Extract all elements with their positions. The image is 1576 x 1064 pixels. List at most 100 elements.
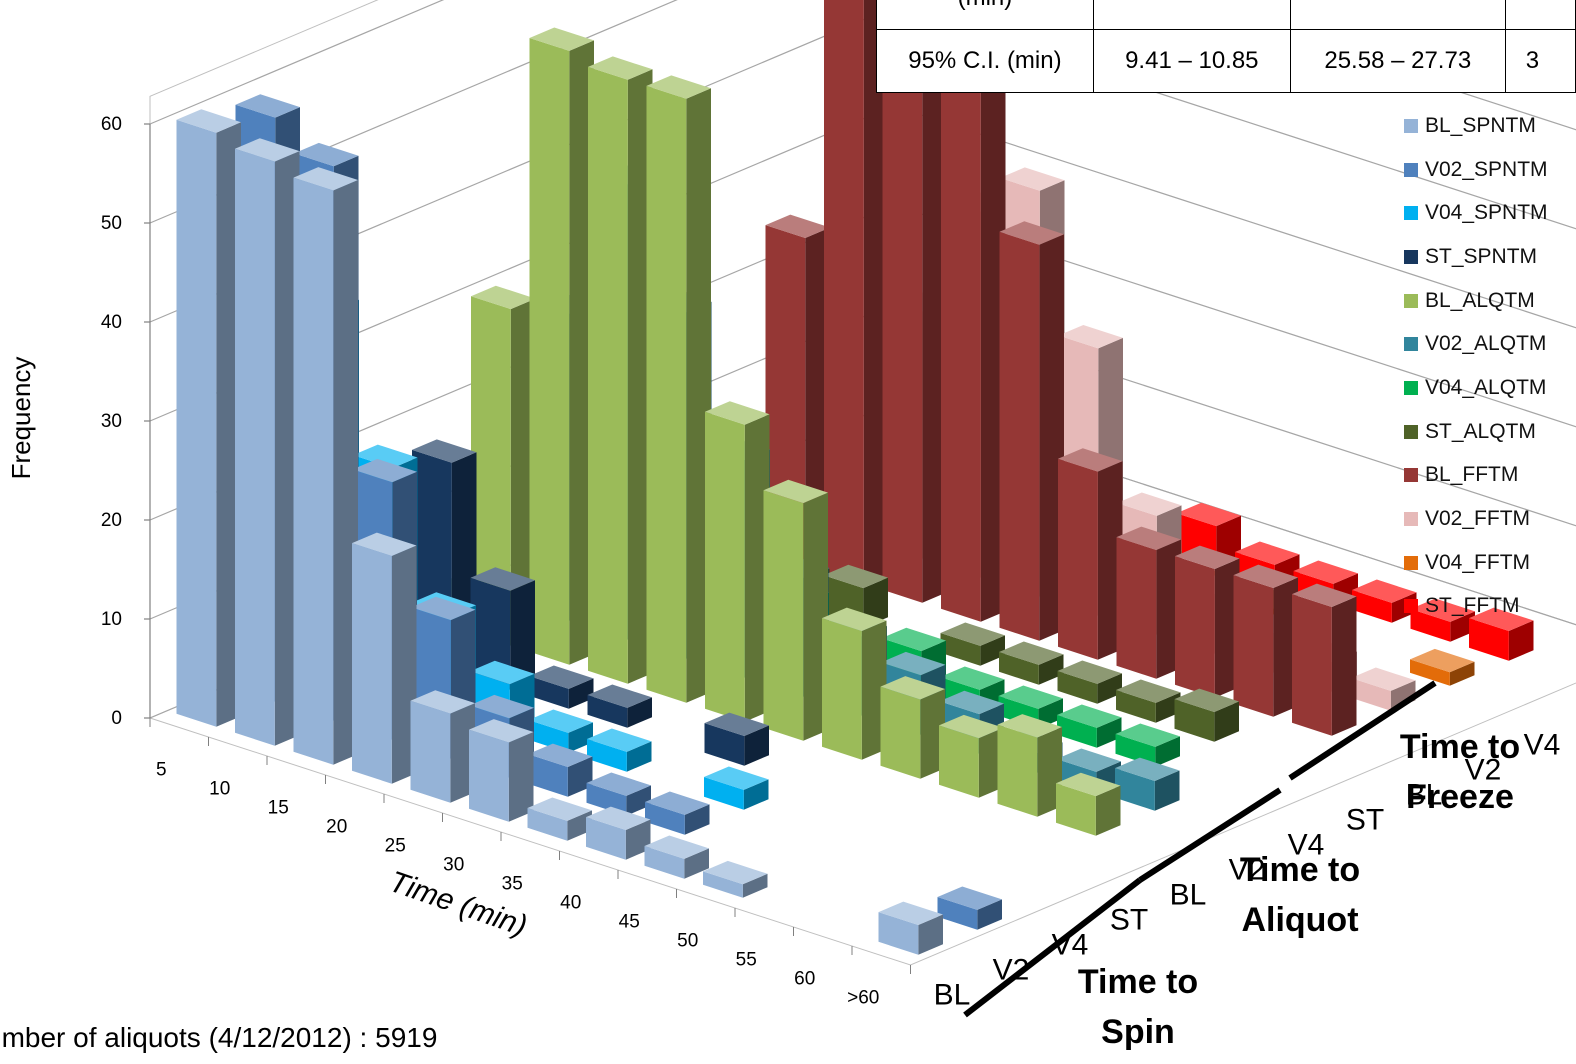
group-label-spin: Time to Spin bbox=[1077, 963, 1199, 1051]
bar-top bbox=[763, 479, 828, 504]
bar-V02_SPNTM-30 bbox=[528, 743, 593, 797]
bar-V02_FFTM-60 bbox=[1351, 667, 1416, 711]
bar-top bbox=[352, 532, 417, 556]
bar-top bbox=[704, 712, 769, 736]
x-tick-label: 30 bbox=[443, 855, 464, 876]
bar-top bbox=[705, 401, 770, 425]
bar-front bbox=[765, 225, 806, 565]
bar-front bbox=[703, 871, 743, 898]
depth-tick-label: ST bbox=[1110, 904, 1148, 937]
x-tick-label: 35 bbox=[502, 874, 523, 895]
bar-side bbox=[274, 151, 300, 746]
bar-side bbox=[1038, 654, 1064, 685]
legend-item: V04_ALQTM bbox=[1404, 366, 1576, 410]
legend-item: V04_SPNTM bbox=[1404, 191, 1576, 235]
y-tick-label: 10 bbox=[101, 609, 122, 630]
bar-BL_ALQTM-20 bbox=[588, 56, 653, 684]
bar-side bbox=[333, 180, 358, 765]
bar-top bbox=[470, 660, 535, 685]
x-tick-label: 60 bbox=[794, 969, 815, 990]
bar-top bbox=[937, 886, 1002, 910]
bar-front bbox=[471, 296, 511, 646]
bar-ST_ALQTM-45 bbox=[1057, 660, 1122, 704]
bar-top bbox=[765, 214, 830, 238]
bar-top bbox=[822, 607, 887, 631]
bar-side bbox=[1096, 717, 1122, 748]
stats-cell: (min) bbox=[876, 0, 1094, 30]
bar-top bbox=[646, 75, 711, 99]
depth-tick-label: V4 bbox=[1524, 729, 1561, 762]
bar-ST_ALQTM-50 bbox=[1116, 679, 1181, 723]
legend-item: V02_FFTM bbox=[1404, 497, 1576, 541]
legend-swatch bbox=[1404, 555, 1418, 570]
bar-front bbox=[880, 686, 921, 779]
bar-front bbox=[587, 739, 627, 772]
depth-tick-label: BL bbox=[934, 979, 971, 1012]
bar-top bbox=[1174, 688, 1239, 712]
bar-top bbox=[823, 564, 888, 589]
bar-BL_FFTM-55 bbox=[1233, 564, 1298, 717]
x-tick-label: 20 bbox=[326, 817, 347, 838]
bar-top bbox=[881, 651, 946, 676]
bar-side bbox=[508, 732, 534, 822]
y-tick-label: 30 bbox=[101, 411, 122, 432]
bar-top bbox=[1056, 748, 1121, 772]
bar-side bbox=[510, 580, 535, 690]
bar-side bbox=[1155, 692, 1181, 723]
bar-top bbox=[1115, 723, 1180, 747]
bar-top bbox=[940, 622, 1005, 646]
bar-top bbox=[411, 596, 476, 621]
bar-top bbox=[1057, 704, 1122, 728]
depth-tick-label: V2 bbox=[1465, 754, 1502, 787]
bar-front bbox=[704, 777, 744, 810]
bar-top bbox=[1058, 448, 1123, 472]
bar-side bbox=[1039, 234, 1064, 641]
legend-label: BL_ALQTM bbox=[1425, 288, 1535, 312]
bar-top bbox=[645, 791, 710, 815]
y-tick-label: 60 bbox=[101, 114, 122, 135]
bar-top bbox=[998, 685, 1063, 709]
bar-BL_ALQTM-60 bbox=[1056, 772, 1121, 836]
bar-top bbox=[939, 714, 1004, 739]
bar-side bbox=[450, 703, 475, 803]
bar-top bbox=[881, 627, 946, 652]
bar-side bbox=[1449, 661, 1475, 686]
bar-front bbox=[999, 231, 1040, 641]
y-tick-label: 0 bbox=[111, 708, 122, 729]
bar-front bbox=[878, 912, 919, 955]
bar-side bbox=[805, 227, 830, 565]
legend-label: ST_ALQTM bbox=[1425, 419, 1536, 443]
legend-label: V02_ALQTM bbox=[1425, 332, 1547, 356]
bar-side bbox=[1155, 736, 1180, 767]
x-tick-labels: 5 10 15 20 25 30 35 40 45 50 55 60 >60 bbox=[149, 718, 911, 1009]
depth-tick-label: ST bbox=[1346, 804, 1384, 837]
bar-BL_SPNTM-50 bbox=[703, 860, 768, 898]
bar-BL_SPNTM-35 bbox=[527, 797, 592, 841]
bar-front bbox=[529, 676, 569, 709]
stats-table: (min) 95% C.I. (min) 9.41 – 10.85 25.58 … bbox=[876, 0, 1576, 93]
bar-front bbox=[997, 724, 1038, 817]
bar-BL_SPNTM-30 bbox=[469, 719, 534, 822]
bar-side bbox=[1390, 680, 1416, 711]
bar-top bbox=[235, 94, 300, 118]
group-label-freeze: Time to Freeze bbox=[1399, 728, 1521, 816]
legend-item: ST_SPNTM bbox=[1404, 235, 1576, 279]
bar-top bbox=[999, 641, 1064, 665]
bar-side bbox=[863, 0, 889, 584]
stats-cell: 9.41 – 10.85 bbox=[1092, 29, 1291, 93]
bar-top bbox=[1115, 757, 1180, 781]
legend-swatch bbox=[1404, 380, 1418, 395]
bar-side bbox=[216, 122, 241, 727]
bar-front bbox=[704, 723, 745, 766]
bar-BL_SPNTM-40 bbox=[586, 806, 651, 860]
bar-ST_ALQTM-35 bbox=[940, 622, 1005, 666]
bar-top bbox=[176, 109, 241, 133]
bar-front bbox=[763, 490, 804, 741]
gridline bbox=[149, 0, 1576, 125]
bar-BL_FFTM-60 bbox=[1292, 583, 1357, 736]
bar-side bbox=[980, 635, 1005, 666]
bar-BL_FFTM-50 bbox=[1175, 545, 1240, 698]
bar-front bbox=[352, 543, 392, 784]
bar-top bbox=[469, 719, 534, 743]
